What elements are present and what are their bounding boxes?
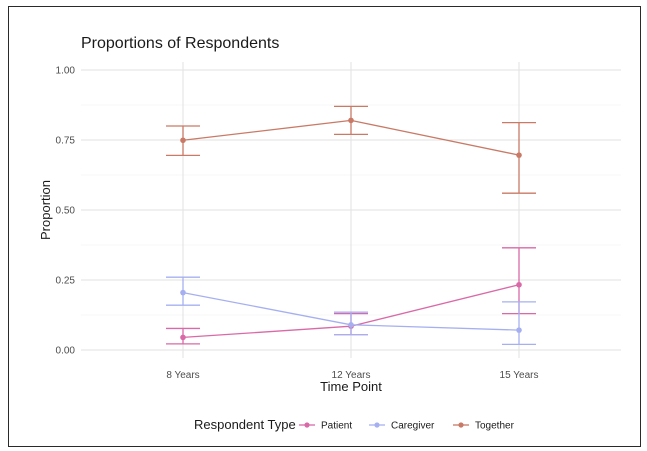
together-point	[516, 152, 522, 158]
caregiver-point	[180, 289, 186, 296]
series-caregiver	[166, 276, 536, 346]
legend-label: Caregiver	[391, 421, 435, 432]
grid	[81, 62, 621, 358]
legend-key-point	[374, 422, 380, 428]
patient-point	[180, 334, 186, 341]
legend-label: Together	[475, 421, 515, 432]
legend: Respondent Type Patient Caregiver Together	[194, 417, 515, 432]
y-axis-title: Proportion	[38, 180, 53, 240]
y-tick-label: 0.50	[56, 206, 76, 217]
axis-ticks: 0.00 0.25 0.50 0.75 1.00 8 Years 12 Years 15 Ye…	[56, 66, 539, 382]
together-point	[348, 117, 354, 124]
legend-key-point	[304, 422, 310, 428]
caregiver-point	[348, 322, 354, 328]
together-point	[180, 137, 186, 144]
y-tick-label: 0.75	[56, 136, 76, 147]
legend-item-patient: Patient	[299, 421, 352, 432]
chart-frame	[8, 6, 641, 447]
x-tick-label: 8 Years	[166, 370, 199, 381]
y-tick-label: 0.00	[56, 346, 76, 357]
x-tick-label: 12 Years	[332, 370, 371, 381]
x-tick-label: 15 Years	[500, 370, 539, 381]
patient-point	[516, 281, 522, 288]
chart-title: Proportions of Respondents	[81, 35, 279, 52]
series-together	[166, 105, 536, 194]
legend-label: Patient	[321, 421, 352, 432]
legend-item-together: Together	[453, 421, 515, 432]
legend-item-caregiver: Caregiver	[369, 421, 435, 432]
legend-title: Respondent Type	[194, 417, 296, 432]
legend-key-point	[458, 422, 464, 428]
caregiver-point	[516, 327, 522, 333]
y-tick-label: 1.00	[56, 66, 76, 77]
x-axis-title: Time Point	[320, 379, 382, 394]
series-layer	[166, 105, 536, 346]
y-tick-label: 0.25	[56, 276, 76, 287]
